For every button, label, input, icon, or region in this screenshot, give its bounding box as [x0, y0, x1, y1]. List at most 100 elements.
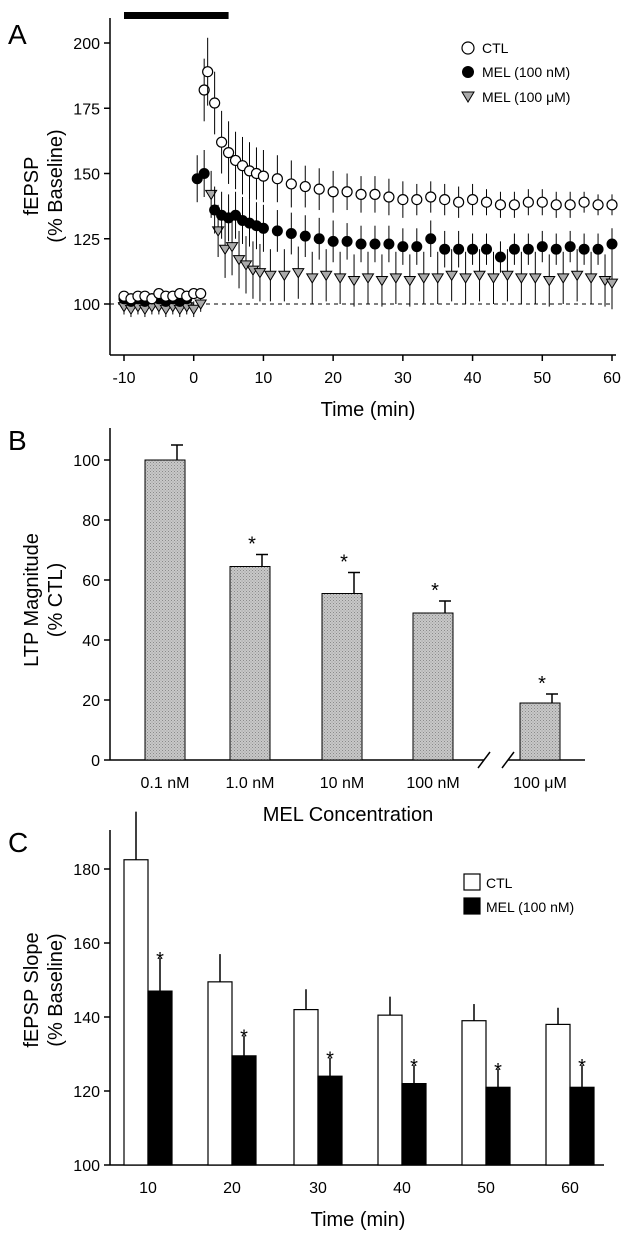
data-point-mel-100nm	[606, 238, 618, 250]
data-point-ctl	[195, 287, 207, 300]
x-tick-label: -10	[112, 370, 135, 387]
x-tick-label: 20	[223, 1180, 241, 1197]
data-point-mel-100um	[403, 276, 417, 287]
data-point-mel-100um	[605, 278, 619, 290]
panel-a-chart: 100 125 150 175 200 -10 0 10 20 30 40 50 60 Time (min…	[21, 12, 621, 421]
y-tick-label: 40	[82, 633, 100, 650]
data-point-mel-100um	[584, 273, 598, 284]
significance-star: *	[578, 1056, 586, 1078]
data-point-ctl	[494, 199, 507, 211]
y-tick-label: 60	[82, 573, 100, 590]
panel-b-chart: 0 20 40 60 80 100 0.1 nM * 1.0 nM * 10 nM * 100 nM * 1…	[21, 428, 585, 826]
data-point-mel-100um	[187, 304, 201, 316]
x-tick-label: 0	[189, 370, 198, 387]
y-tick-label: 80	[82, 513, 100, 530]
data-point-mel-100nm	[564, 241, 576, 253]
x-tick-label: 60	[561, 1180, 579, 1197]
bar-mel-100nm	[569, 1086, 595, 1166]
data-point-mel-100um	[487, 273, 500, 284]
data-point-mel-100um	[389, 273, 403, 284]
data-point-ctl	[411, 194, 423, 206]
panel-b-label: B	[8, 425, 27, 456]
bar-mel-100nm	[231, 1055, 257, 1166]
legend-label-ctl: CTL	[482, 40, 509, 56]
y-tick-label: 200	[73, 36, 100, 53]
data-point-mel-100um	[225, 242, 239, 253]
data-point-mel-100um	[194, 299, 208, 310]
stimulus-bar	[124, 12, 229, 19]
data-point-mel-100um	[232, 255, 246, 266]
x-tick-label: 1.0 nM	[226, 775, 275, 792]
legend-swatch-ctl	[463, 873, 481, 891]
data-point-ctl	[216, 136, 228, 148]
x-axis-title: Time (min)	[311, 1209, 406, 1231]
bar-ctl	[377, 1014, 403, 1166]
data-point-mel-100um	[333, 273, 347, 284]
data-point-mel-100nm	[355, 238, 367, 250]
legend-label-mel-100nm: MEL (100 nM)	[486, 899, 574, 915]
data-point-mel-100nm	[341, 235, 353, 247]
data-point-mel-100um	[473, 270, 486, 282]
x-tick-label: 40	[393, 1180, 411, 1197]
y-tick-label: 100	[73, 453, 100, 470]
data-point-ctl	[522, 196, 534, 208]
y-tick-label: 20	[82, 693, 100, 710]
data-point-mel-100nm	[522, 243, 534, 255]
data-point-mel-100nm	[383, 238, 395, 250]
data-point-mel-100um	[431, 273, 445, 284]
x-tick-label: 50	[533, 370, 551, 387]
y-tick-label: 100	[73, 1158, 100, 1175]
data-point-ctl	[202, 66, 214, 78]
y-axis-title: LTP Magnitude (% CTL)	[21, 533, 67, 667]
bar	[229, 566, 271, 761]
data-point-ctl	[271, 173, 283, 185]
significance-star: *	[494, 1060, 502, 1082]
data-point-ctl	[341, 186, 353, 198]
data-point-mel-100nm	[198, 168, 210, 179]
data-point-mel-100um	[459, 273, 472, 284]
data-point-mel-100nm	[508, 243, 520, 255]
data-point-mel-100nm	[467, 243, 479, 255]
data-point-mel-100nm	[327, 235, 339, 247]
data-point-mel-100nm	[299, 230, 311, 242]
legend-label-mel-100um: MEL (100 μM)	[482, 89, 570, 105]
data-point-ctl	[299, 180, 311, 193]
y-tick-label: 175	[73, 101, 100, 118]
data-point-mel-100um	[253, 268, 267, 279]
y-tick-label: 120	[73, 1084, 100, 1101]
data-point-mel-100um	[305, 273, 319, 284]
data-point-ctl	[606, 199, 618, 211]
data-point-ctl	[327, 186, 339, 198]
data-point-ctl	[257, 170, 270, 182]
data-point-mel-100um	[556, 273, 570, 284]
panel-c-label: C	[8, 827, 28, 858]
data-point-ctl	[592, 199, 604, 211]
bar-ctl	[207, 981, 233, 1166]
data-point-mel-100um	[542, 276, 556, 287]
data-point-mel-100nm	[425, 233, 437, 245]
x-tick-label: 10 nM	[320, 775, 364, 792]
data-point-mel-100um	[319, 270, 333, 282]
data-point-mel-100um	[211, 226, 225, 237]
data-point-ctl	[425, 191, 437, 203]
data-point-ctl	[209, 97, 221, 109]
data-point-ctl	[198, 84, 210, 96]
data-point-mel-100nm	[439, 243, 451, 255]
data-point-mel-100um	[204, 189, 218, 201]
y-tick-label: 150	[73, 167, 100, 184]
legend-marker-mel-100um	[461, 91, 475, 103]
y-axis-title: fEPSP (% Baseline)	[21, 129, 67, 242]
bar	[144, 459, 186, 761]
data-point-mel-100nm	[271, 225, 283, 237]
bar-mel-100nm	[485, 1086, 511, 1166]
y-tick-label: 125	[73, 232, 100, 249]
data-point-ctl	[508, 199, 521, 211]
data-point-mel-100nm	[453, 243, 465, 255]
data-point-mel-100nm	[481, 243, 493, 255]
data-point-ctl	[453, 196, 465, 208]
data-point-ctl	[564, 199, 576, 211]
bar-mel-100nm	[401, 1082, 427, 1166]
significance-star: *	[156, 949, 164, 971]
data-point-ctl	[369, 188, 381, 200]
